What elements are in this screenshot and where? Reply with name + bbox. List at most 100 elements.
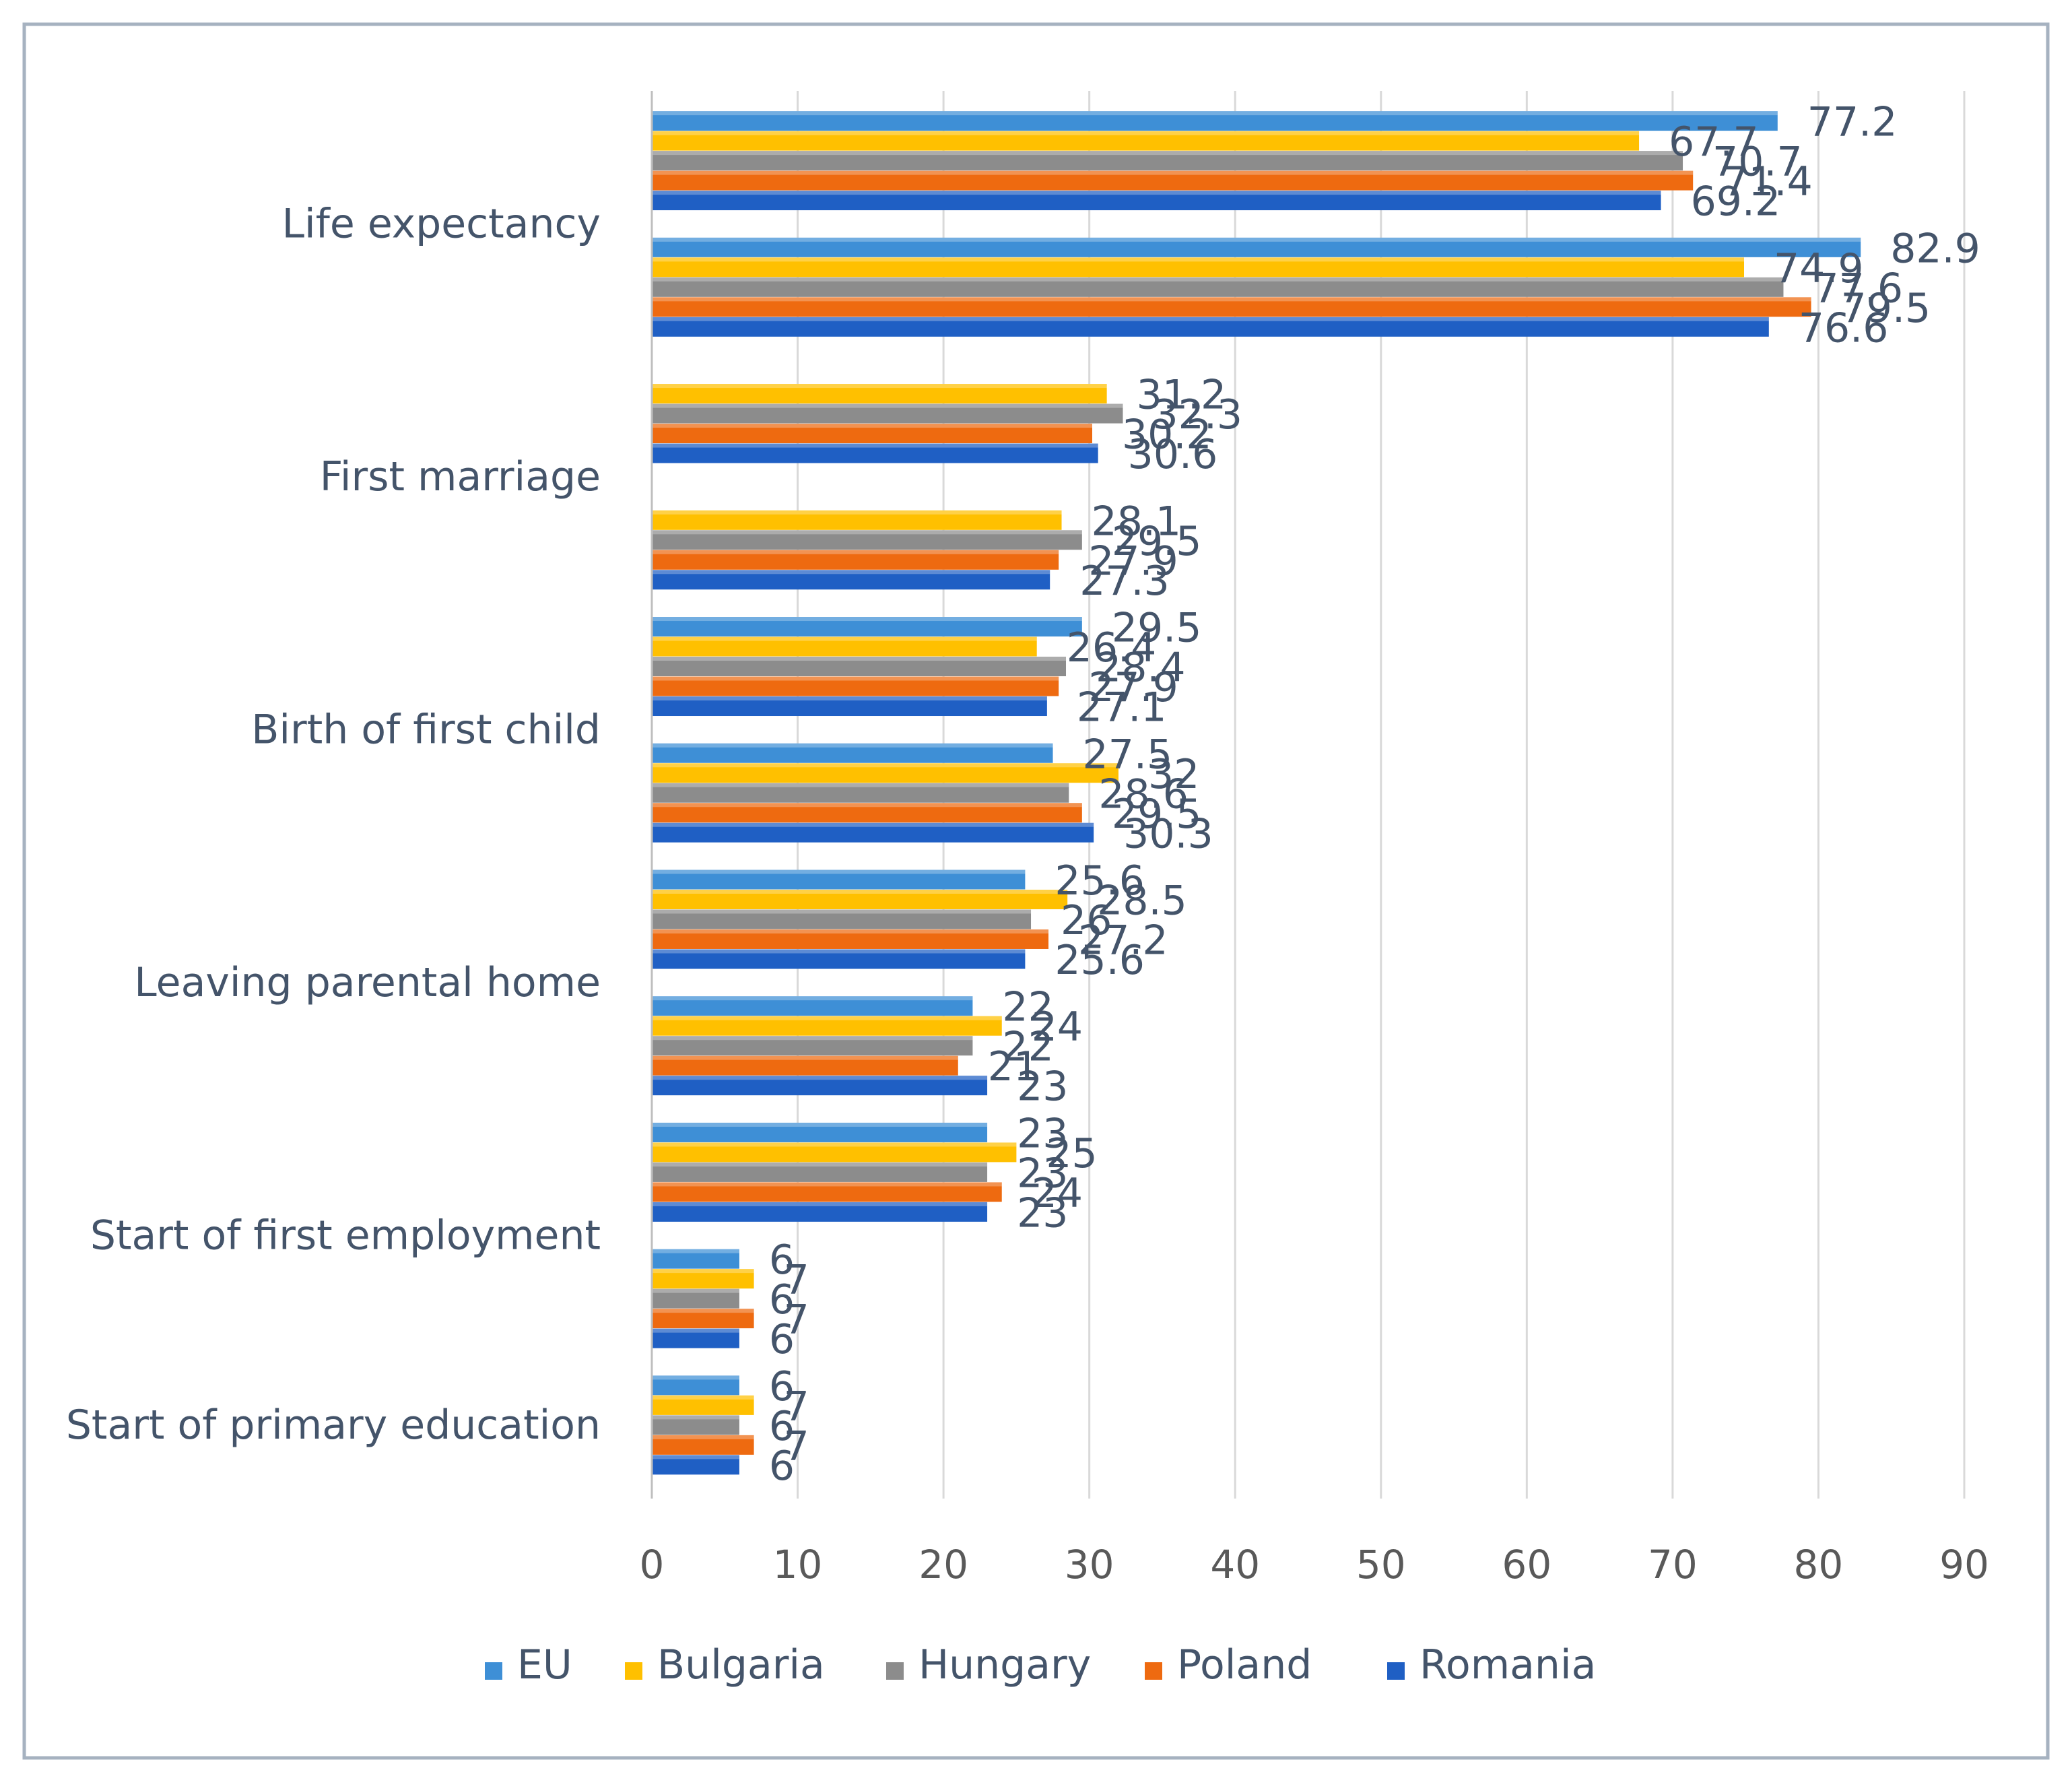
bar-highlight-2-1 xyxy=(652,384,1107,389)
bar-poland-3 xyxy=(652,550,1059,570)
bar-highlight-5-4 xyxy=(652,822,1094,827)
bar-romania-10 xyxy=(652,1455,739,1475)
bar-highlight-9-1 xyxy=(652,1269,754,1274)
bar-poland-5 xyxy=(652,803,1082,823)
x-tick-0: 0 xyxy=(640,1542,665,1587)
data-label-bulgaria-1: 74.9 xyxy=(1774,245,1864,292)
bar-highlight-3-3 xyxy=(652,550,1059,554)
data-label-hungary-5: 28.6 xyxy=(1098,771,1189,818)
bar-highlight-7-4 xyxy=(652,1076,988,1080)
bar-romania-1 xyxy=(652,317,1769,337)
bar-highlight-6-3 xyxy=(652,929,1049,933)
legend-label-hungary: Hungary xyxy=(918,1641,1091,1689)
bar-highlight-2-4 xyxy=(652,443,1098,448)
bar-highlight-10-3 xyxy=(652,1435,754,1439)
bar-hungary-3 xyxy=(652,530,1082,550)
bar-bulgaria-5 xyxy=(652,763,1118,783)
data-label-romania-3: 27.3 xyxy=(1079,558,1170,605)
data-label-eu-6: 25.6 xyxy=(1055,857,1145,905)
bar-highlight-10-0 xyxy=(652,1375,739,1380)
bar-highlight-3-1 xyxy=(652,510,1062,515)
bar-highlight-0-2 xyxy=(652,151,1683,156)
bar-eu-7 xyxy=(652,996,973,1016)
bar-highlight-0-1 xyxy=(652,131,1640,135)
bar-highlight-5-2 xyxy=(652,783,1069,787)
bar-highlight-9-0 xyxy=(652,1249,739,1253)
data-label-hungary-10: 6 xyxy=(769,1403,795,1450)
bar-eu-6 xyxy=(652,870,1026,890)
bar-highlight-1-3 xyxy=(652,297,1811,302)
bar-hungary-0 xyxy=(652,151,1683,171)
data-label-romania-6: 25.6 xyxy=(1055,937,1145,984)
bar-eu-1 xyxy=(652,237,1861,257)
bar-bulgaria-9 xyxy=(652,1269,754,1289)
data-label-poland-1: 79.5 xyxy=(1841,285,1931,332)
x-tick-60: 60 xyxy=(1502,1542,1551,1587)
bar-bulgaria-10 xyxy=(652,1395,754,1415)
bar-hungary-9 xyxy=(652,1288,739,1309)
bar-poland-10 xyxy=(652,1435,754,1455)
bar-highlight-2-3 xyxy=(652,424,1092,428)
data-label-eu-9: 6 xyxy=(769,1237,795,1284)
data-label-romania-7: 23 xyxy=(1017,1063,1068,1111)
data-label-eu-8: 23 xyxy=(1017,1110,1068,1157)
data-label-bulgaria-4: 26.4 xyxy=(1067,624,1157,671)
data-label-hungary-2: 32.3 xyxy=(1152,391,1242,438)
bar-bulgaria-8 xyxy=(652,1142,1017,1162)
bar-bulgaria-3 xyxy=(652,510,1062,530)
data-label-bulgaria-9: 7 xyxy=(784,1257,809,1304)
bar-romania-3 xyxy=(652,570,1050,590)
bar-poland-7 xyxy=(652,1055,958,1076)
bar-highlight-10-4 xyxy=(652,1455,739,1460)
data-label-hungary-0: 70.7 xyxy=(1712,139,1803,186)
bar-poland-2 xyxy=(652,424,1092,444)
bar-romania-9 xyxy=(652,1328,739,1348)
bar-bulgaria-7 xyxy=(652,1016,1002,1036)
legend-swatch-poland xyxy=(1145,1662,1162,1680)
bar-highlight-8-2 xyxy=(652,1162,988,1167)
data-label-eu-5: 27.5 xyxy=(1083,731,1173,778)
data-label-hungary-9: 6 xyxy=(769,1276,795,1323)
bar-bulgaria-2 xyxy=(652,384,1107,404)
bar-romania-8 xyxy=(652,1202,988,1222)
data-label-bulgaria-2: 31.2 xyxy=(1137,372,1227,419)
bar-highlight-8-0 xyxy=(652,1122,988,1127)
bar-highlight-7-2 xyxy=(652,1036,973,1041)
data-label-eu-7: 22 xyxy=(1002,984,1053,1031)
data-label-bulgaria-7: 24 xyxy=(1032,1004,1083,1051)
bar-highlight-3-2 xyxy=(652,530,1082,535)
x-tick-80: 80 xyxy=(1794,1542,1844,1587)
bar-romania-4 xyxy=(652,696,1047,717)
axes: 0 10 20 30 40 50 60 70 80 90 Life expectancy First … xyxy=(66,91,1989,1587)
bar-poland-1 xyxy=(652,297,1811,317)
data-label-romania-2: 30.6 xyxy=(1128,431,1218,478)
bar-highlight-8-4 xyxy=(652,1202,988,1206)
bar-eu-5 xyxy=(652,743,1053,763)
data-label-poland-2: 30.2 xyxy=(1122,412,1212,459)
bar-highlight-4-0 xyxy=(652,617,1082,622)
x-tick-40: 40 xyxy=(1210,1542,1260,1587)
category-label-start-of-first-employment: Start of first employment xyxy=(90,1212,601,1259)
bar-highlight-7-1 xyxy=(652,1016,1002,1020)
bar-highlight-1-1 xyxy=(652,257,1745,262)
legend: EU Bulgaria Hungary Poland Romania xyxy=(485,1641,1596,1689)
bar-highlight-9-2 xyxy=(652,1288,739,1293)
data-label-romania-4: 27.1 xyxy=(1077,684,1167,731)
x-tick-20: 20 xyxy=(918,1542,968,1587)
data-label-poland-8: 24 xyxy=(1032,1170,1083,1217)
bar-romania-6 xyxy=(652,949,1026,969)
bar-highlight-1-0 xyxy=(652,237,1861,242)
bar-highlight-0-4 xyxy=(652,191,1661,195)
data-label-poland-6: 27.2 xyxy=(1078,917,1168,964)
legend-label-eu: EU xyxy=(517,1641,572,1689)
data-label-romania-0: 69.2 xyxy=(1691,178,1781,226)
bar-hungary-5 xyxy=(652,783,1069,803)
bar-hungary-8 xyxy=(652,1162,988,1182)
bar-highlight-2-2 xyxy=(652,403,1123,408)
data-label-poland-3: 27.9 xyxy=(1088,537,1178,585)
data-labels: 77.2 67.770.771.469.2 82.9 74.977.679.576.6… xyxy=(769,99,1980,1490)
bar-poland-0 xyxy=(652,170,1694,191)
data-label-hungary-8: 23 xyxy=(1017,1150,1068,1197)
data-label-romania-8: 23 xyxy=(1017,1189,1068,1237)
